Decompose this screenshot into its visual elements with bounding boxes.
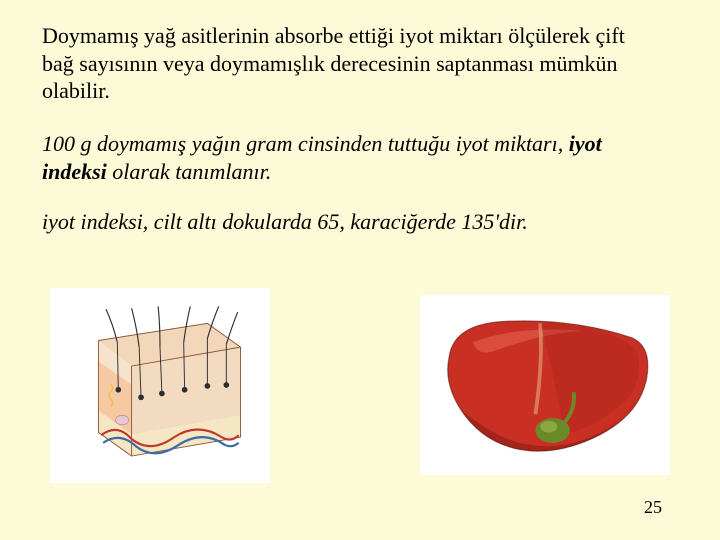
liver-illustration (420, 295, 670, 475)
skin-icon (60, 295, 260, 475)
liver-icon (430, 303, 660, 468)
slide: Doymamış yağ asitlerinin absorbe ettiği … (0, 0, 720, 540)
page-number: 25 (644, 497, 662, 518)
p2-part-a: 100 g doymamış yağın gram cinsinden tutt… (42, 131, 569, 156)
image-row (50, 280, 670, 490)
p2-part-c: olarak tanımlanır. (107, 159, 271, 184)
skin-illustration (50, 288, 270, 483)
paragraph-2: 100 g doymamış yağın gram cinsinden tutt… (42, 130, 662, 185)
paragraph-1: Doymamış yağ asitlerinin absorbe ettiği … (42, 22, 662, 105)
paragraph-3: iyot indeksi, cilt altı dokularda 65, ka… (42, 208, 682, 236)
